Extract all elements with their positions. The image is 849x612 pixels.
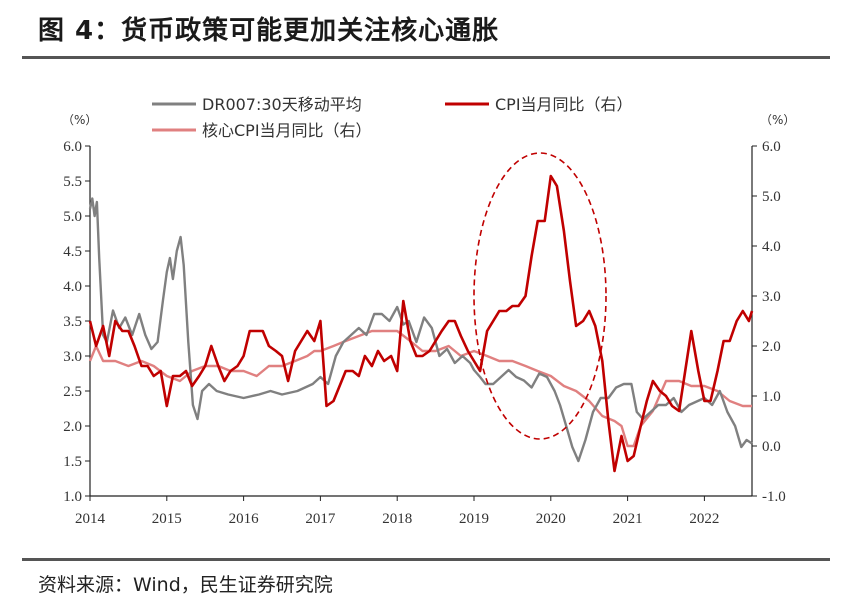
source-note: 资料来源：Wind，民生证券研究院	[38, 574, 333, 596]
x-tick-label: 2022	[689, 511, 719, 527]
x-tick-label: 2016	[229, 511, 260, 527]
right-tick-label: 2.0	[762, 339, 781, 355]
left-tick-label: 2.0	[63, 419, 82, 435]
right-tick-label: 0.0	[762, 439, 781, 455]
left-tick-label: 5.0	[63, 209, 82, 225]
figure-title: 图 4：货币政策可能更加关注核心通胀	[38, 16, 500, 46]
series-line-cpi	[88, 174, 754, 473]
legend: DR007:30天移动平均 CPI当月同比（右） 核心CPI当月同比（右）	[152, 95, 633, 140]
right-tick-label: 6.0	[762, 139, 781, 155]
left-tick-label: 4.5	[63, 244, 82, 260]
x-tick-label: 2017	[305, 511, 336, 527]
legend-label-dr007: DR007:30天移动平均	[202, 95, 362, 114]
right-tick-label: 5.0	[762, 189, 781, 205]
left-tick-label: 2.5	[63, 384, 82, 400]
bottom-rule	[22, 558, 830, 561]
right-y-ticks: 6.0 5.0 4.0 3.0 2.0 1.0 0.0 -1.0	[752, 139, 786, 505]
axes	[89, 146, 753, 497]
highlight-ellipse	[473, 152, 607, 440]
x-tick-label: 2014	[75, 511, 106, 527]
right-tick-label: -1.0	[762, 489, 786, 505]
right-tick-label: 3.0	[762, 289, 781, 305]
top-rule	[22, 56, 830, 59]
left-tick-label: 1.5	[63, 454, 82, 470]
line-chart: DR007:30天移动平均 CPI当月同比（右） 核心CPI当月同比（右） （%…	[62, 95, 795, 527]
left-tick-label: 3.0	[63, 349, 82, 365]
left-tick-label: 6.0	[63, 139, 82, 155]
x-tick-label: 2019	[459, 511, 489, 527]
left-tick-label: 4.0	[63, 279, 82, 295]
x-tick-label: 2020	[536, 511, 566, 527]
x-tick-label: 2018	[382, 511, 412, 527]
left-tick-label: 3.5	[63, 314, 82, 330]
series-line-dr007	[88, 197, 753, 463]
left-tick-label: 1.0	[63, 489, 82, 505]
legend-label-cpi: CPI当月同比（右）	[495, 95, 633, 114]
legend-label-core-cpi: 核心CPI当月同比（右）	[202, 121, 372, 140]
right-tick-label: 1.0	[762, 389, 781, 405]
x-ticks: 2014 2015 2016 2017 2018 2019 2020 2021 2022	[75, 496, 719, 527]
left-tick-label: 5.5	[63, 174, 82, 190]
x-tick-label: 2015	[152, 511, 182, 527]
left-axis-unit: （%）	[62, 113, 97, 127]
x-tick-label: 2021	[613, 511, 643, 527]
right-axis-unit: （%）	[760, 113, 795, 127]
series-layer	[88, 174, 754, 473]
right-tick-label: 4.0	[762, 239, 781, 255]
left-y-ticks: 6.0 5.5 5.0 4.5 4.0 3.5 3.0 2.5 2.0 1.5 1.0	[63, 139, 90, 505]
